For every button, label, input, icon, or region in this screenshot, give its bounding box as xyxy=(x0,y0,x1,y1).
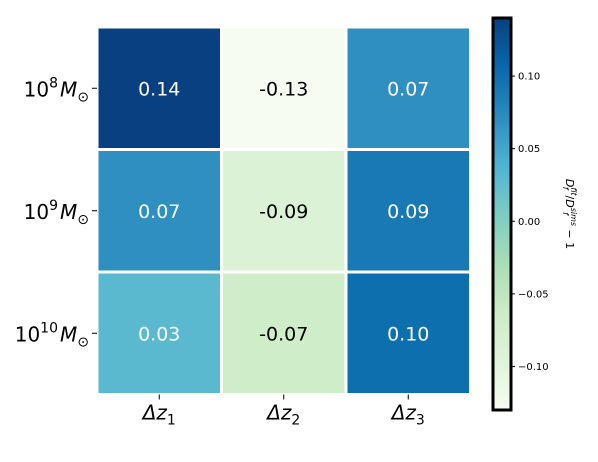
column-ticks: Δz1 Δz2 Δz3 xyxy=(141,394,425,429)
cell-value-label: 0.07 xyxy=(138,201,180,223)
row-label: 1010 M⊙ xyxy=(15,320,89,350)
colorbar-gradient xyxy=(491,16,513,412)
heatmap-cell xyxy=(344,148,472,274)
cell-value-label: 0.10 xyxy=(387,323,429,345)
column-label: Δz3 xyxy=(390,401,425,429)
cell-value-label: -0.13 xyxy=(259,78,308,100)
colorbar-tick-label: 0.10 xyxy=(518,72,540,83)
colorbar-tick-label: 0.05 xyxy=(518,144,540,155)
cell-value-label: 0.07 xyxy=(387,78,429,100)
row-ticks: 108 M⊙ 109 M⊙ 1010 M⊙ xyxy=(15,75,97,350)
cell-value-label: -0.07 xyxy=(259,323,308,345)
heatmap-cells: 0.14 -0.13 0.07 0.07 -0.09 0.09 0.03 -0.07 0.10 xyxy=(95,25,472,396)
cell-value-label: 0.03 xyxy=(138,323,180,345)
cell-value-label: 0.14 xyxy=(138,78,180,100)
heatmap-cell xyxy=(220,25,348,151)
colorbar-label: Dfitf/Dsimsf − 1 xyxy=(561,179,578,249)
colorbar-tick-label: −0.05 xyxy=(518,289,549,300)
colorbar-tick-label: −0.10 xyxy=(518,362,549,373)
colorbar: 0.10 0.05 0.00 −0.05 −0.10 Dfitf/Dsimsf − 1 xyxy=(491,16,578,412)
row-label: 109 M⊙ xyxy=(24,198,89,228)
colorbar-tick-label: 0.00 xyxy=(518,217,540,228)
cell-value-label: -0.09 xyxy=(259,201,308,223)
heatmap-cell xyxy=(220,270,348,396)
column-label: Δz1 xyxy=(141,401,176,429)
colorbar-ticks: 0.10 0.05 0.00 −0.05 −0.10 xyxy=(511,72,549,373)
cell-value-label: 0.09 xyxy=(387,201,429,223)
column-label: Δz2 xyxy=(265,401,300,429)
row-label: 108 M⊙ xyxy=(24,75,89,105)
